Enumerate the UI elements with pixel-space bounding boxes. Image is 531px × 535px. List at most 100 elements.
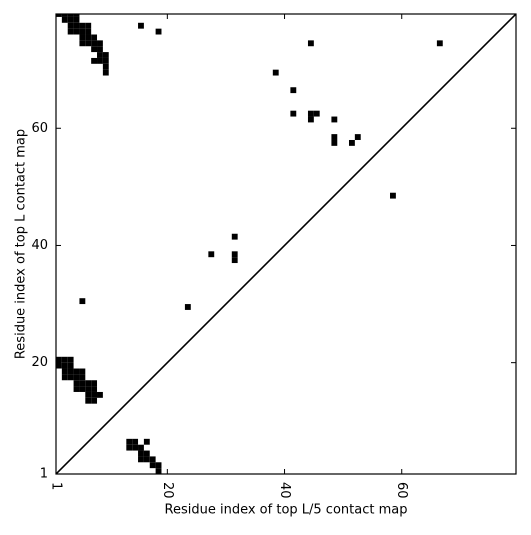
y-tick-label: 1 (40, 467, 48, 482)
contact-cell (307, 116, 314, 123)
contact-cell (56, 14, 62, 17)
contact-cell (73, 374, 80, 381)
contact-cell (85, 386, 92, 392)
contact-cell (231, 233, 238, 240)
diagonal-line (56, 14, 516, 474)
contact-cell (85, 380, 92, 387)
contact-cell (79, 298, 86, 305)
contact-cell (73, 22, 80, 29)
contact-cell (97, 391, 103, 398)
contact-cell (132, 438, 139, 445)
contact-cell (79, 34, 86, 41)
contact-cell (73, 14, 80, 17)
contact-cell (390, 192, 396, 199)
plot-frame (55, 13, 517, 475)
contact-cell (138, 22, 144, 29)
y-tick-label: 40 (31, 238, 48, 253)
contact-cell (143, 450, 150, 457)
contact-cell (290, 110, 297, 117)
contact-cell (354, 134, 361, 140)
contact-cell (290, 87, 297, 94)
contact-cell (97, 57, 103, 64)
contact-cell (184, 304, 191, 310)
contact-cell (97, 52, 103, 58)
contact-cell (67, 16, 74, 23)
contact-cell (155, 462, 162, 469)
contact-cell (67, 14, 74, 17)
contact-cell (126, 438, 133, 445)
contact-cell (56, 362, 62, 369)
x-tick-label: 60 (394, 482, 409, 499)
contact-cell (67, 374, 74, 381)
contact-cell (91, 391, 98, 398)
contact-cell (102, 63, 109, 70)
contact-cell (73, 368, 80, 375)
contact-cell (231, 251, 238, 258)
contact-cell (231, 257, 238, 264)
contact-cell (85, 22, 92, 29)
contact-cell (67, 28, 74, 35)
contact-cell (56, 356, 62, 363)
contact-cell (61, 16, 68, 23)
contact-cell (61, 374, 68, 381)
contact-cell (307, 110, 314, 117)
contact-cell (61, 362, 68, 369)
contact-cell (67, 368, 74, 375)
contact-cell (313, 110, 320, 117)
contact-cell (102, 57, 109, 64)
contact-cell (331, 139, 338, 146)
x-tick-label: 20 (160, 482, 175, 499)
contact-cell (67, 356, 74, 363)
contact-cell (208, 251, 215, 258)
contact-cell (79, 28, 86, 35)
contact-cell (91, 57, 98, 64)
contact-cell (138, 456, 144, 463)
contact-cell (67, 362, 74, 369)
contact-cell (348, 139, 355, 146)
contact-cell (331, 116, 338, 123)
contact-cell (126, 444, 133, 451)
contact-cell (138, 444, 144, 451)
contact-cell (85, 28, 92, 35)
contact-cell (102, 69, 109, 76)
contact-cell (436, 40, 443, 47)
contact-cell (331, 134, 338, 140)
contact-cell (67, 22, 74, 29)
contact-cell (91, 46, 98, 53)
contact-cell (73, 386, 80, 392)
contact-cell (85, 391, 92, 398)
plot-area (56, 14, 516, 474)
contact-cell (79, 380, 86, 387)
contact-cell (61, 14, 68, 17)
x-axis-label: Residue index of top L/5 contact map (165, 503, 408, 518)
contact-cell (155, 28, 162, 35)
contact-cell (91, 34, 98, 41)
contact-cell (61, 356, 68, 363)
contact-cell (91, 397, 98, 404)
contact-cell (85, 397, 92, 404)
contact-cell (85, 40, 92, 47)
contact-cell (138, 450, 144, 457)
contact-cell (73, 16, 80, 23)
contact-cell (61, 368, 68, 375)
contact-cell (79, 374, 86, 381)
contact-cell (155, 468, 162, 474)
contact-cell (79, 22, 86, 29)
contact-cell (143, 438, 150, 445)
contact-cell (97, 40, 103, 47)
contact-cell (73, 28, 80, 35)
x-tick-label: 40 (277, 482, 292, 499)
contact-cell (132, 444, 139, 451)
contact-cell (79, 368, 86, 375)
contact-cell (97, 46, 103, 53)
contact-cell (307, 40, 314, 47)
y-tick-label: 60 (31, 121, 48, 136)
x-tick-label: 1 (49, 482, 64, 490)
contact-cell (85, 34, 92, 41)
contact-cell (73, 380, 80, 387)
contact-cell (272, 69, 279, 76)
contact-cell (149, 462, 156, 469)
contact-cell (143, 456, 150, 463)
contact-cell (91, 40, 98, 47)
